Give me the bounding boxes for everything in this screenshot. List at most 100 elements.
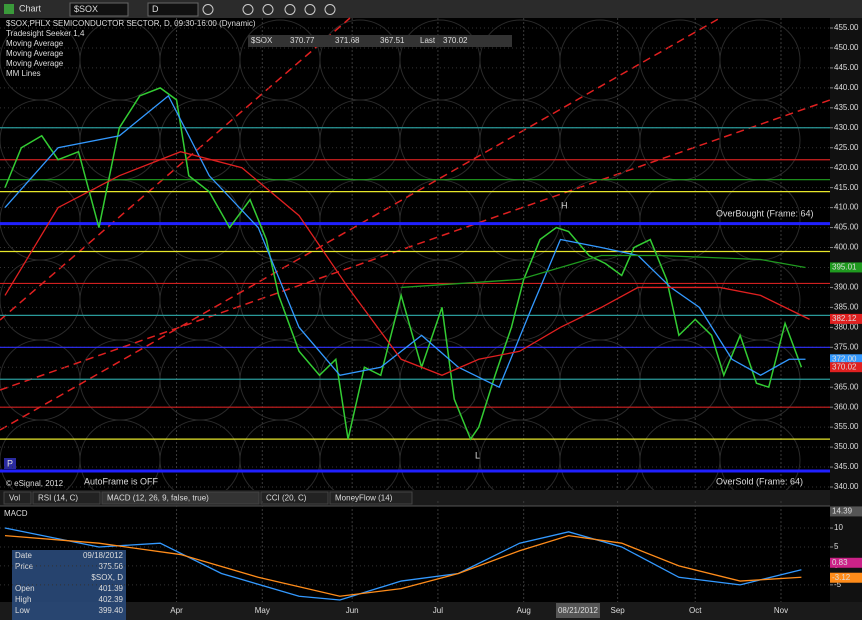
legend-entry: Moving Average [6,39,64,48]
quote-bar [248,35,512,47]
info-key: High [15,595,31,604]
macd-panel [0,506,830,602]
quote-last-label: Last [420,36,436,45]
y-tick-label: 375.00 [834,342,859,351]
legend-entry: Moving Average [6,49,64,58]
y-tick-label: 360.00 [834,402,859,411]
series-line [4,534,802,597]
quote-open: 370.77 [290,36,315,45]
value-axis [830,18,862,602]
info-value: 09/18/2012 [83,551,124,560]
price-tag [830,313,862,324]
x-tick-label: Aug [517,606,531,615]
legend-entry: Tradesight Seeker 1,4 [6,29,85,38]
y-tick-label: 385.00 [834,303,859,312]
tab-label[interactable]: MACD (12, 26, 9, false, true) [107,494,209,503]
y-tick-label: 405.00 [834,223,859,232]
info-value: 399.40 [99,606,124,615]
cursor-date-box [556,603,600,618]
tab-label[interactable]: RSI (14, C) [38,494,78,503]
y-tick-label: 445.00 [834,63,859,72]
info-value: 375.56 [99,562,124,571]
symbol-input[interactable]: $SOX [74,4,98,14]
toolbar-icons[interactable] [202,4,336,15]
price-tag [830,506,862,517]
tab[interactable] [260,491,329,505]
quote-high: 371.68 [335,36,360,45]
oversold-label: OverSold (Frame: 64) [716,476,803,486]
price-tag [830,362,862,373]
series-line [4,87,803,441]
series-line [4,94,806,389]
background-pattern [0,19,801,501]
y-tick-label: 440.00 [834,83,859,92]
y-tick-label: 455.00 [834,23,859,32]
tab-label[interactable]: Vol [9,494,20,503]
y-tick-label: 340.00 [834,482,859,491]
copyright: © eSignal, 2012 [6,479,64,488]
y-tick-label: 400.00 [834,243,859,252]
price-tag-label: 382.12 [832,314,857,323]
x-tick-label: Nov [774,606,788,615]
interval-input[interactable]: D [152,4,159,14]
info-key: Date [15,551,32,560]
info-value: $SOX, D [91,573,123,582]
info-key: Price [15,562,34,571]
quote-low: 367.51 [380,36,405,45]
price-tag-label: 0.83 [832,558,848,567]
y-tick-label: 390.00 [834,283,859,292]
series-line [4,151,810,376]
chart-icon [4,4,14,14]
pattern-h: H [561,200,568,210]
pattern-l: L [475,450,480,460]
x-tick-label: Sep [611,606,626,615]
info-key: Open [15,584,35,593]
tab-label[interactable]: MoneyFlow (14) [335,494,393,503]
y-tick-label: 380.00 [834,322,859,331]
y-tick-label: 450.00 [834,43,859,52]
y-tick-label: -5 [834,580,842,589]
legend-entry: Moving Average [6,59,64,68]
price-tag-label: 395.01 [832,263,857,272]
legend-entry: $SOX,PHLX SEMICONDUCTOR SECTOR, D, 09:30… [6,19,256,28]
y-tick-label: 10 [834,523,843,532]
price-tag-label: 372.00 [832,354,857,363]
tab[interactable] [3,491,32,505]
tab[interactable] [329,491,413,505]
legend-entry: MM Lines [6,69,41,78]
tab[interactable] [32,491,101,505]
y-tick-label: 365.00 [834,382,859,391]
y-tick-label: 345.00 [834,462,859,471]
cursor-date: 08/21/2012 [558,606,599,615]
y-tick-label: 5 [834,542,839,551]
price-tag [830,262,862,273]
quote-last: 370.02 [443,36,468,45]
y-tick-label: 350.00 [834,442,859,451]
y-tick-label: 425.00 [834,143,859,152]
series-line [4,527,802,601]
tab-label[interactable]: CCI (20, C) [266,494,307,503]
price-tag [830,557,862,568]
x-tick-label: Jun [346,606,359,615]
overbought-label: OverBought (Frame: 64) [716,208,814,218]
y-tick-label: 430.00 [834,123,859,132]
price-tag [830,354,862,365]
price-tag [830,572,862,583]
autoframe-label: AutoFrame is OFF [84,476,159,486]
y-tick-label: 420.00 [834,163,859,172]
x-tick-label: Apr [170,606,183,615]
tab[interactable] [101,491,260,505]
symbol-box[interactable] [69,2,129,17]
x-tick-label: Jul [433,606,443,615]
y-tick-label: 415.00 [834,183,859,192]
info-value: 401.39 [99,584,124,593]
panel-tag-box [4,458,16,469]
y-tick-label: 435.00 [834,103,859,112]
time-axis [0,602,862,620]
y-tick-label: 410.00 [834,203,859,212]
macd-label: MACD [4,509,28,518]
interval-box[interactable] [147,2,199,17]
series-line [401,254,806,289]
price-tag-label: -3.12 [832,573,851,582]
